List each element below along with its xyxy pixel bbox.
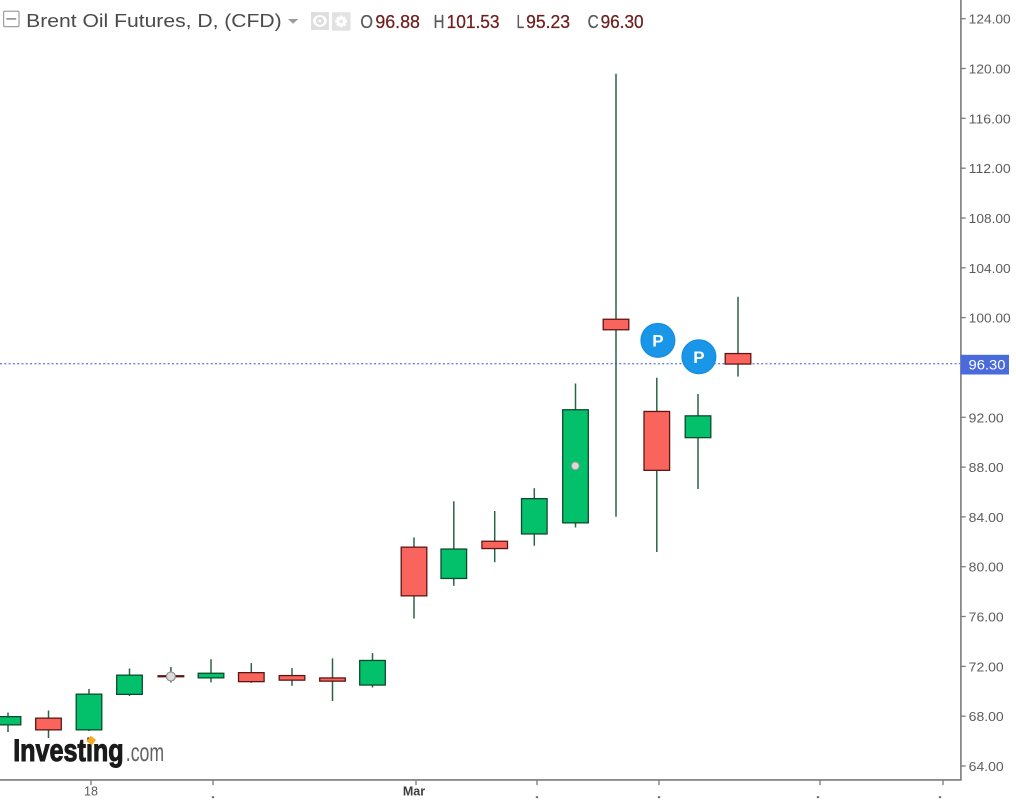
svg-text:112.00: 112.00 [969, 162, 1011, 176]
svg-text:O: O [360, 11, 373, 32]
svg-text:108.00: 108.00 [969, 212, 1011, 226]
svg-text:68.00: 68.00 [969, 710, 1004, 724]
svg-text:76.00: 76.00 [969, 611, 1004, 625]
svg-text:96.88: 96.88 [375, 11, 420, 32]
svg-text:72.00: 72.00 [969, 660, 1004, 674]
svg-text:101.53: 101.53 [447, 11, 500, 32]
svg-text:104.00: 104.00 [969, 262, 1011, 276]
svg-text:.com: .com [126, 737, 164, 767]
svg-text:88.00: 88.00 [969, 461, 1004, 475]
svg-text:124.00: 124.00 [969, 13, 1011, 27]
svg-text:95.23: 95.23 [526, 11, 570, 32]
svg-text:64.00: 64.00 [969, 760, 1004, 774]
svg-text:92.00: 92.00 [969, 411, 1004, 425]
svg-text:18: 18 [84, 785, 98, 799]
svg-text:Brent Oil Futures, D, (CFD): Brent Oil Futures, D, (CFD) [26, 10, 282, 31]
svg-text:Mar: Mar [403, 785, 425, 799]
svg-text:96.30: 96.30 [969, 357, 1006, 373]
svg-text:Investing: Investing [13, 732, 124, 768]
svg-text:116.00: 116.00 [969, 112, 1011, 126]
svg-text:96.30: 96.30 [601, 11, 644, 32]
svg-text:L: L [517, 11, 525, 32]
svg-text:P: P [693, 348, 704, 367]
svg-text:80.00: 80.00 [969, 561, 1004, 575]
svg-text:100.00: 100.00 [969, 312, 1011, 326]
svg-text:C: C [588, 11, 599, 32]
svg-text:120.00: 120.00 [969, 63, 1011, 77]
svg-text:P: P [652, 331, 663, 350]
svg-text:H: H [434, 11, 445, 32]
svg-text:84.00: 84.00 [969, 511, 1004, 525]
